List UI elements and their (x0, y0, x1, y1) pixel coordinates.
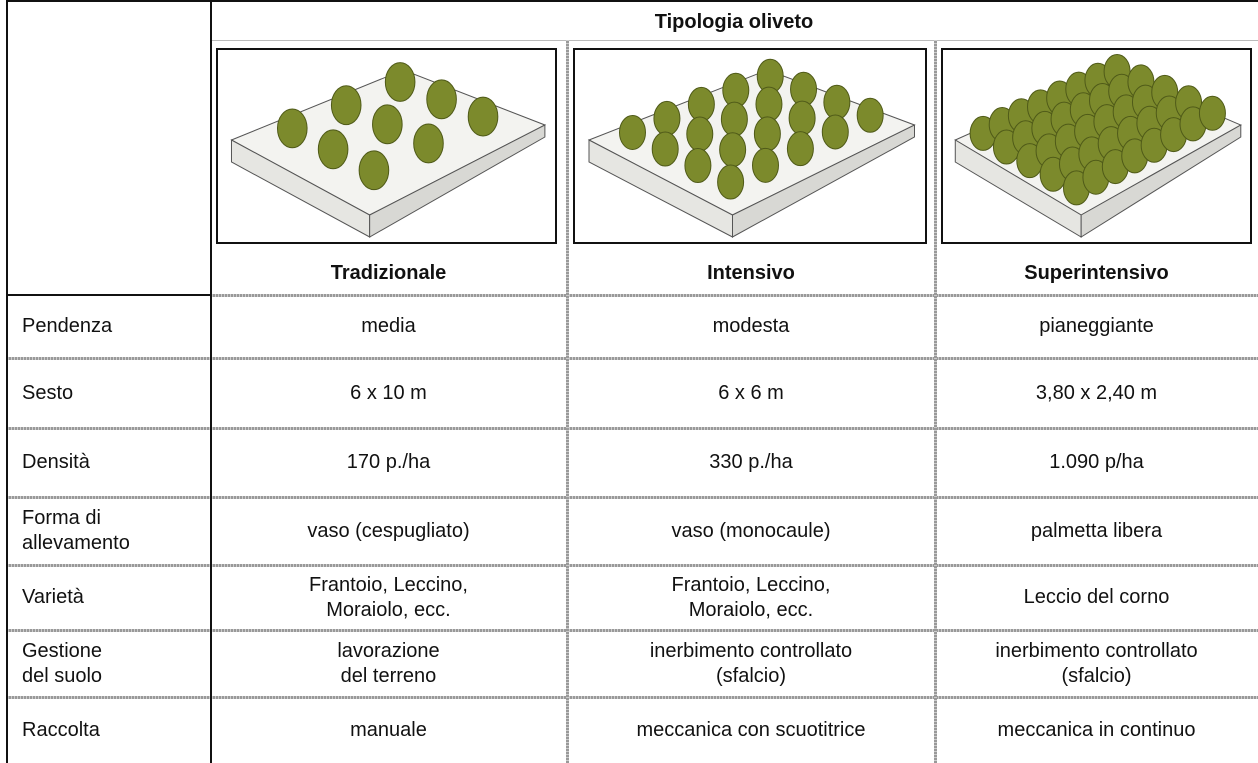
row-label: Densità (22, 451, 90, 473)
tree (384, 62, 416, 102)
tree (755, 86, 783, 122)
tree (413, 123, 444, 164)
group-header: Tipologia oliveto (654, 10, 814, 33)
row-label: Sesto (22, 381, 74, 404)
tree (467, 96, 499, 137)
cell: meccanica in continuo (997, 718, 1196, 741)
tree (618, 114, 646, 150)
shape (1080, 124, 1242, 238)
tree (821, 114, 849, 150)
illustration (941, 48, 1252, 244)
tree (686, 116, 714, 152)
shape (369, 124, 546, 238)
cell: Frantoio, Leccino, Moraiolo, ecc. (671, 573, 831, 621)
border (6, 427, 1258, 430)
border (566, 40, 569, 763)
cell: Frantoio, Leccino, Moraiolo, ecc. (309, 573, 468, 621)
tree (751, 147, 779, 183)
border (6, 564, 1258, 567)
row-label: Varietà (22, 586, 84, 608)
illustration (573, 48, 927, 244)
cell: vaso (monocaule) (671, 519, 831, 542)
cell: 3,80 x 2,40 m (1035, 381, 1158, 404)
border (6, 0, 8, 763)
cell: media (361, 315, 416, 337)
cell: inerbimento controllato (sfalcio) (995, 639, 1198, 687)
border (6, 357, 1258, 360)
illustration-drawing (587, 58, 916, 238)
border (6, 496, 1258, 499)
border (210, 40, 1258, 41)
illustration (216, 48, 557, 244)
tree (684, 148, 712, 184)
cell: 170 p./ha (346, 451, 431, 473)
border (210, 0, 212, 763)
tree (276, 108, 308, 149)
cell: modesta (712, 315, 790, 337)
cell: vaso (cespugliato) (307, 519, 470, 542)
tree (823, 84, 851, 120)
cell: inerbimento controllato (sfalcio) (649, 639, 853, 687)
tree (317, 129, 349, 170)
tree (653, 100, 681, 136)
cell: pianeggiante (1039, 315, 1154, 337)
tree (717, 164, 745, 200)
tree (786, 131, 814, 167)
tree (651, 131, 679, 167)
row-label: Gestione del suolo (22, 639, 103, 687)
tree (856, 97, 884, 133)
row-label: Pendenza (22, 315, 113, 337)
tree (753, 116, 781, 152)
tree (720, 101, 748, 137)
column-header: Intensivo (707, 262, 795, 284)
shape (732, 124, 915, 238)
cell: Leccio del corno (1023, 586, 1170, 608)
row-label: Forma di allevamento (22, 507, 130, 554)
cell: 6 x 10 m (350, 381, 427, 404)
cell: 330 p./ha (709, 451, 793, 473)
tree (1198, 95, 1226, 131)
border (934, 40, 937, 763)
tree (788, 100, 816, 136)
tree (719, 132, 747, 168)
border (6, 696, 1258, 699)
cell: meccanica con scuotitrice (636, 718, 866, 741)
illustration-drawing (230, 62, 547, 238)
cell: 1.090 p/ha (1049, 451, 1144, 473)
tree (426, 79, 457, 120)
tree (358, 150, 390, 191)
border (6, 294, 210, 296)
border (210, 294, 1258, 297)
cell: manuale (350, 718, 427, 741)
column-header: Tradizionale (330, 262, 447, 284)
border (6, 629, 1258, 632)
border (6, 0, 1258, 2)
cell: 6 x 6 m (718, 381, 784, 404)
tree (372, 104, 403, 145)
illustration-drawing (954, 53, 1242, 238)
tree (330, 85, 362, 126)
tree (687, 86, 715, 122)
column-header: Superintensivo (1024, 262, 1169, 284)
cell: palmetta libera (1030, 519, 1163, 542)
cell: lavorazione del terreno (337, 639, 440, 687)
row-label: Raccolta (22, 718, 100, 741)
